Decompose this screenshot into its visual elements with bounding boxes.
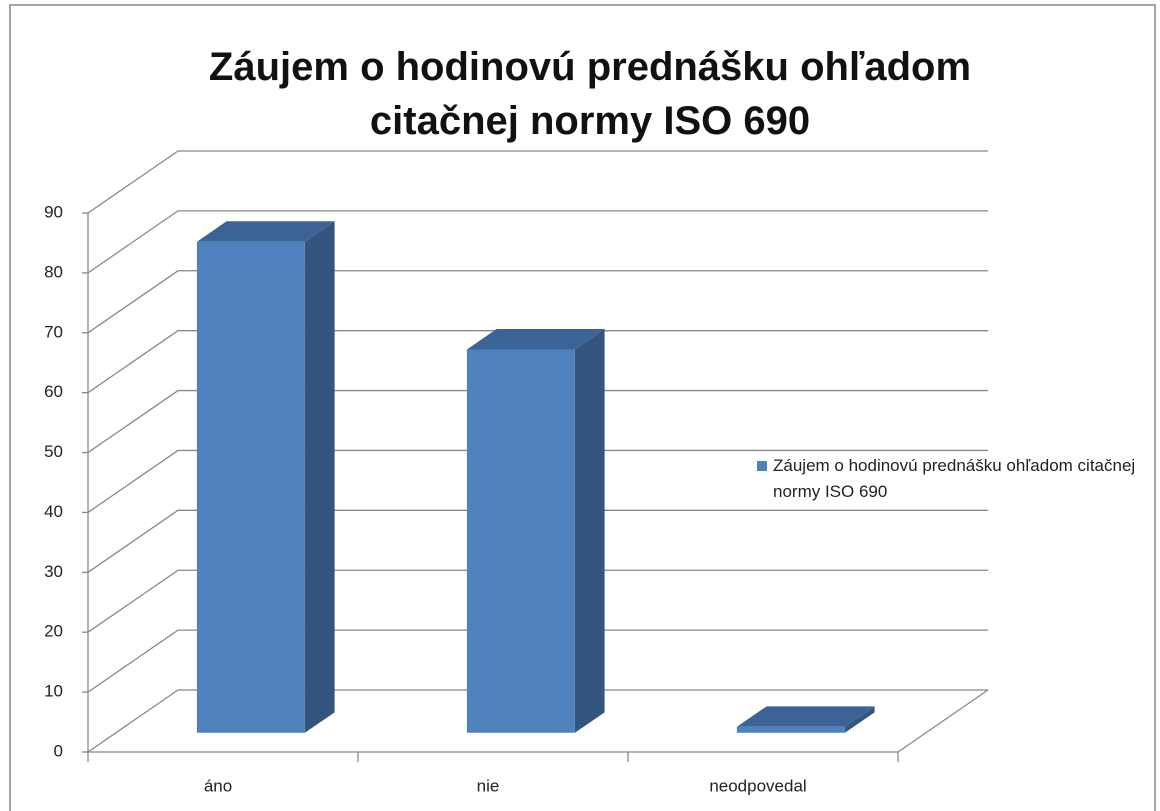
- y-tick-label: 40: [44, 502, 63, 521]
- y-tick-label: 50: [44, 442, 63, 461]
- grid-line: [87, 689, 988, 753]
- y-tick-label: 30: [44, 562, 63, 581]
- legend: Záujem o hodinovú prednášku ohľadom cita…: [757, 453, 1142, 505]
- bar: [466, 349, 575, 733]
- y-tick-label: 10: [44, 682, 63, 701]
- grid-line: [87, 270, 988, 334]
- chart-border: [9, 4, 1156, 811]
- y-tick-label: 20: [44, 622, 63, 641]
- x-tick-label: neodpovedal: [709, 776, 806, 795]
- grid-line: [87, 509, 988, 573]
- y-tick-label: 90: [44, 202, 63, 221]
- grid-line: [87, 449, 988, 513]
- y-tick-label: 60: [44, 382, 63, 401]
- grid-line: [87, 569, 988, 633]
- grid-line: [87, 629, 988, 693]
- grid-line: [87, 210, 988, 274]
- bar-side: [574, 329, 605, 733]
- bar: [736, 726, 845, 733]
- y-tick-label: 0: [54, 741, 63, 760]
- bar-side: [844, 706, 875, 733]
- x-tick-label: nie: [477, 776, 500, 795]
- bar-top: [736, 706, 875, 727]
- grid-line: [87, 150, 988, 214]
- x-tick-label: áno: [204, 776, 232, 795]
- y-tick-label: 70: [44, 322, 63, 341]
- legend-label: Záujem o hodinovú prednášku ohľadom cita…: [773, 456, 1136, 501]
- y-tick-label: 80: [44, 262, 63, 281]
- grid-line: [87, 330, 988, 394]
- bar-side: [304, 221, 335, 733]
- bar-top: [196, 221, 335, 242]
- bar-top: [466, 329, 605, 350]
- chart-title: Záujem o hodinovú prednášku ohľadom cita…: [208, 45, 972, 143]
- grid-line: [87, 389, 988, 454]
- legend-swatch: [757, 461, 767, 471]
- bar: [196, 241, 305, 733]
